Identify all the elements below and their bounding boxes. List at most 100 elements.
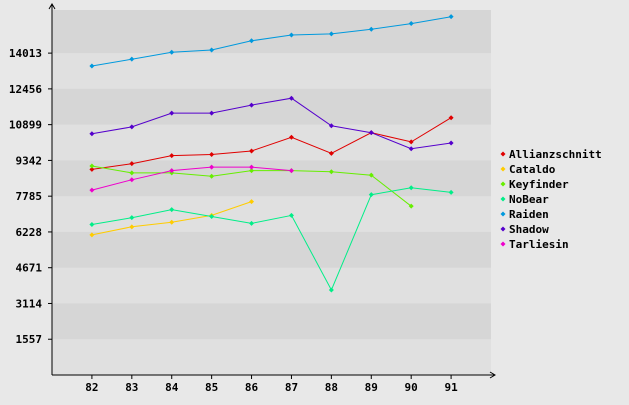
series-line: [91, 16, 452, 67]
x-tick-label: 90: [405, 381, 418, 394]
grid-band: [52, 10, 491, 54]
data-point: [89, 131, 95, 137]
data-point: [89, 232, 95, 238]
legend-item: Raiden: [500, 208, 549, 221]
data-point: [288, 134, 294, 140]
data-point: [89, 187, 95, 193]
data-point: [249, 168, 255, 174]
y-tick-label: 14013: [9, 47, 42, 60]
series-line: [91, 117, 452, 170]
series-line: [91, 187, 452, 292]
legend-marker: [500, 226, 506, 232]
data-point: [448, 189, 454, 195]
data-point: [368, 172, 374, 178]
series-shadow: [89, 95, 454, 152]
x-tick-label: 83: [125, 381, 138, 394]
data-point: [249, 148, 255, 154]
x-tick-label: 91: [444, 381, 458, 394]
grid-band: [52, 160, 491, 197]
data-point: [169, 207, 175, 213]
grid-band: [52, 303, 491, 340]
y-tick-label: 4671: [16, 262, 43, 275]
data-point: [129, 224, 135, 230]
data-point: [89, 163, 95, 169]
legend-label: Tarliesin: [509, 238, 569, 251]
x-tick-label: 88: [325, 381, 338, 394]
series-line: [91, 97, 452, 150]
data-point: [209, 110, 215, 116]
legend-item: Tarliesin: [500, 238, 569, 251]
x-tick-label: 84: [165, 381, 179, 394]
series-tarliesin: [89, 164, 294, 193]
legend-label: Keyfinder: [509, 178, 569, 191]
legend-marker: [500, 241, 506, 247]
data-point: [129, 124, 135, 130]
legend-label: Raiden: [509, 208, 549, 221]
data-point: [89, 222, 95, 228]
data-point: [209, 164, 215, 170]
data-point: [288, 95, 294, 101]
legend-item: Shadow: [500, 223, 549, 236]
data-point: [129, 177, 135, 183]
y-tick-label: 1557: [16, 333, 43, 346]
legend-item: Cataldo: [500, 163, 556, 176]
data-point: [249, 199, 255, 205]
data-point: [328, 287, 334, 293]
legend-label: Cataldo: [509, 163, 556, 176]
data-point: [129, 170, 135, 176]
legend-label: NoBear: [509, 193, 549, 206]
data-point: [368, 26, 374, 32]
data-point: [408, 185, 414, 191]
data-point: [328, 123, 334, 129]
data-point: [89, 166, 95, 172]
y-tick-label: 10899: [9, 119, 42, 132]
y-tick-label: 6228: [16, 226, 43, 239]
x-tick-label: 87: [285, 381, 298, 394]
legend-marker: [500, 196, 506, 202]
data-point: [408, 203, 414, 209]
data-point: [209, 151, 215, 157]
data-point: [249, 220, 255, 226]
series-raiden: [89, 14, 454, 69]
data-point: [448, 115, 454, 121]
x-tick-label: 85: [205, 381, 218, 394]
data-point: [328, 150, 334, 156]
data-point: [448, 14, 454, 20]
legend-marker: [500, 166, 506, 172]
y-tick-label: 12456: [9, 83, 42, 96]
data-point: [169, 219, 175, 225]
data-point: [328, 31, 334, 37]
data-point: [368, 130, 374, 136]
y-tick-label: 9342: [16, 154, 43, 167]
series-nobear: [89, 185, 454, 293]
data-point: [129, 215, 135, 221]
data-point: [249, 102, 255, 108]
data-point: [209, 173, 215, 179]
legend-item: Allianzschnitt: [500, 148, 602, 161]
series-allianzschnitt: [89, 115, 454, 172]
data-point: [169, 153, 175, 159]
legend-label: Shadow: [509, 223, 549, 236]
x-tick-label: 82: [85, 381, 98, 394]
data-point: [249, 164, 255, 170]
y-axis-arrow: [48, 3, 56, 10]
data-point: [288, 32, 294, 38]
legend-item: NoBear: [500, 193, 549, 206]
data-point: [249, 38, 255, 44]
y-tick-label: 3114: [16, 297, 43, 310]
data-point: [169, 168, 175, 174]
legend-item: Keyfinder: [500, 178, 569, 191]
legend-label: Allianzschnitt: [509, 148, 602, 161]
grid-band: [52, 88, 491, 125]
data-point: [209, 214, 215, 220]
data-point: [448, 140, 454, 146]
data-point: [169, 49, 175, 55]
x-axis-arrow: [489, 371, 496, 379]
data-point: [288, 212, 294, 218]
legend-marker: [500, 151, 506, 157]
x-tick-label: 86: [245, 381, 259, 394]
x-tick-label: 89: [365, 381, 378, 394]
grid-band: [52, 231, 491, 268]
